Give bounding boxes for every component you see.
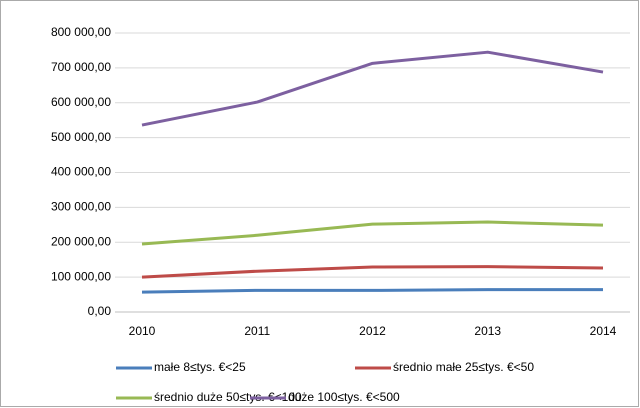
x-tick-label: 2010 [129, 324, 156, 338]
x-tick-label: 2011 [244, 324, 270, 338]
y-tick-label: 500 000,00 [51, 130, 111, 144]
legend-label: średnio małe 25≤tys. €<50 [393, 360, 534, 374]
series-line [141, 220, 604, 246]
series-line [141, 50, 604, 127]
y-tick-label: 800 000,00 [51, 25, 111, 39]
y-tick-label: 300 000,00 [51, 200, 111, 214]
y-tick-label: 0,00 [88, 304, 112, 318]
series-line [141, 265, 604, 279]
series-line [141, 288, 603, 294]
y-tick-label: 400 000,00 [51, 165, 111, 179]
y-tick-label: 600 000,00 [51, 95, 111, 109]
legend-label: średnio duże 50≤tys. €<100 [154, 390, 302, 404]
x-tick-label: 2013 [474, 324, 501, 338]
legend-label: duże 100≤tys. €<500 [288, 390, 400, 404]
legend-label: małe 8≤tys. €<25 [154, 360, 246, 374]
y-tick-label: 200 000,00 [51, 234, 111, 248]
y-tick-label: 700 000,00 [51, 60, 111, 74]
y-tick-label: 100 000,00 [51, 269, 111, 283]
x-tick-label: 2012 [359, 324, 386, 338]
x-tick-label: 2014 [590, 324, 617, 338]
